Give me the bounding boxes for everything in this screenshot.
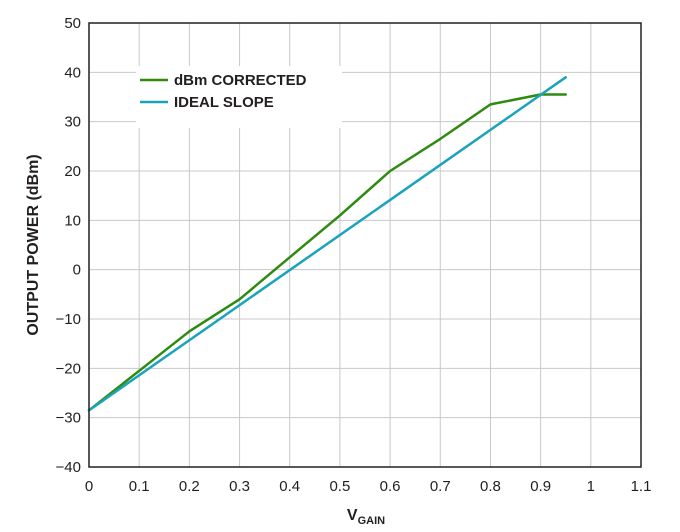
- series-line-ideal-slope: [87, 76, 567, 412]
- legend: dBm CORRECTED IDEAL SLOPE: [136, 66, 342, 128]
- y-tick-label: −20: [56, 360, 81, 377]
- legend-background: [136, 66, 342, 128]
- y-tick-label: 50: [64, 15, 81, 32]
- x-tick-label: 0.3: [229, 478, 250, 495]
- x-axis-title-main: V: [347, 507, 358, 524]
- x-tick-labels: 0 0.1 0.2 0.3 0.4 0.5 0.6 0.7 0.8 0.9 1 1.1: [85, 478, 652, 495]
- y-tick-label: 0: [73, 262, 81, 279]
- y-tick-label: −10: [56, 311, 81, 328]
- x-tick-label: 0: [85, 478, 93, 495]
- y-tick-label: 40: [64, 64, 81, 81]
- x-axis-title-subscript: GAIN: [358, 515, 386, 527]
- legend-label-dbm-corrected: dBm CORRECTED: [174, 72, 307, 89]
- plot-frame: [88, 22, 642, 468]
- x-tick-label: 0.8: [480, 478, 501, 495]
- x-tick-label: 0.5: [329, 478, 350, 495]
- x-tick-label: 0.4: [279, 478, 300, 495]
- y-tick-label: 20: [64, 163, 81, 180]
- series-line-dbm-corrected: [87, 93, 567, 412]
- x-tick-label: 1.1: [631, 478, 652, 495]
- y-tick-label: 30: [64, 114, 81, 131]
- y-tick-label: −40: [56, 459, 81, 476]
- y-axis-title: OUTPUT POWER (dBm): [25, 154, 42, 335]
- x-tick-label: 0.9: [530, 478, 551, 495]
- x-tick-label: 0.7: [430, 478, 451, 495]
- x-axis-title: VGAIN: [347, 507, 385, 527]
- series-group: [87, 76, 567, 412]
- y-tick-label: 10: [64, 212, 81, 229]
- x-tick-label: 0.2: [179, 478, 200, 495]
- legend-label-ideal-slope: IDEAL SLOPE: [174, 94, 274, 111]
- x-tick-label: 0.1: [129, 478, 150, 495]
- x-tick-label: 1: [587, 478, 595, 495]
- y-tick-label: −30: [56, 410, 81, 427]
- y-tick-labels: −40 −30 −20 −10 0 10 20 30 40 50: [56, 15, 81, 476]
- x-tick-label: 0.6: [380, 478, 401, 495]
